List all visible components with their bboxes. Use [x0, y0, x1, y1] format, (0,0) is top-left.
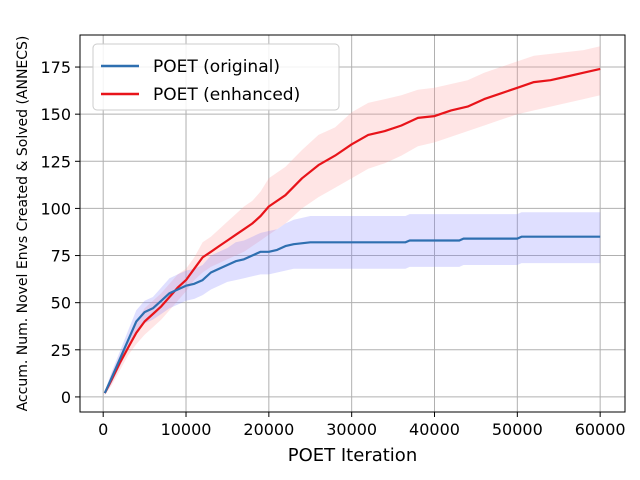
legend-box: [92, 43, 340, 111]
legend: POET (original) POET (enhanced): [92, 43, 340, 111]
y-tick-label: 50: [51, 294, 71, 313]
line-poet-enhanced: [103, 67, 601, 394]
y-tick-label: 175: [40, 58, 71, 77]
y-axis-ticks: 0 25 50 75 100 125 150 175: [40, 58, 80, 407]
x-axis-ticks: 0 10000 20000 30000 40000 50000 60000: [98, 412, 626, 439]
x-tick-label: 20000: [243, 420, 294, 439]
plot-frame: [79, 34, 626, 413]
x-axis-label: POET Iteration: [288, 445, 417, 466]
legend-label: POET (original): [153, 57, 280, 77]
legend-label: POET (enhanced): [153, 85, 300, 105]
x-tick-label: 30000: [326, 420, 377, 439]
x-tick-label: 0: [98, 420, 108, 439]
y-tick-label: 100: [40, 199, 71, 218]
band-poet-original: [104, 212, 601, 395]
series-lines: [103, 67, 601, 394]
y-axis-label: Accum. Num. Novel Envs Created & Solved …: [15, 36, 31, 412]
line-poet-original: [103, 235, 601, 394]
x-tick-label: 40000: [409, 420, 460, 439]
y-tick-label: 75: [51, 247, 71, 266]
y-tick-label: 125: [40, 152, 71, 171]
y-tick-label: 25: [51, 341, 71, 360]
y-tick-label: 150: [40, 105, 71, 124]
x-tick-label: 60000: [575, 420, 626, 439]
x-tick-label: 50000: [492, 420, 543, 439]
y-tick-label: 0: [61, 388, 71, 407]
x-tick-label: 10000: [161, 420, 212, 439]
